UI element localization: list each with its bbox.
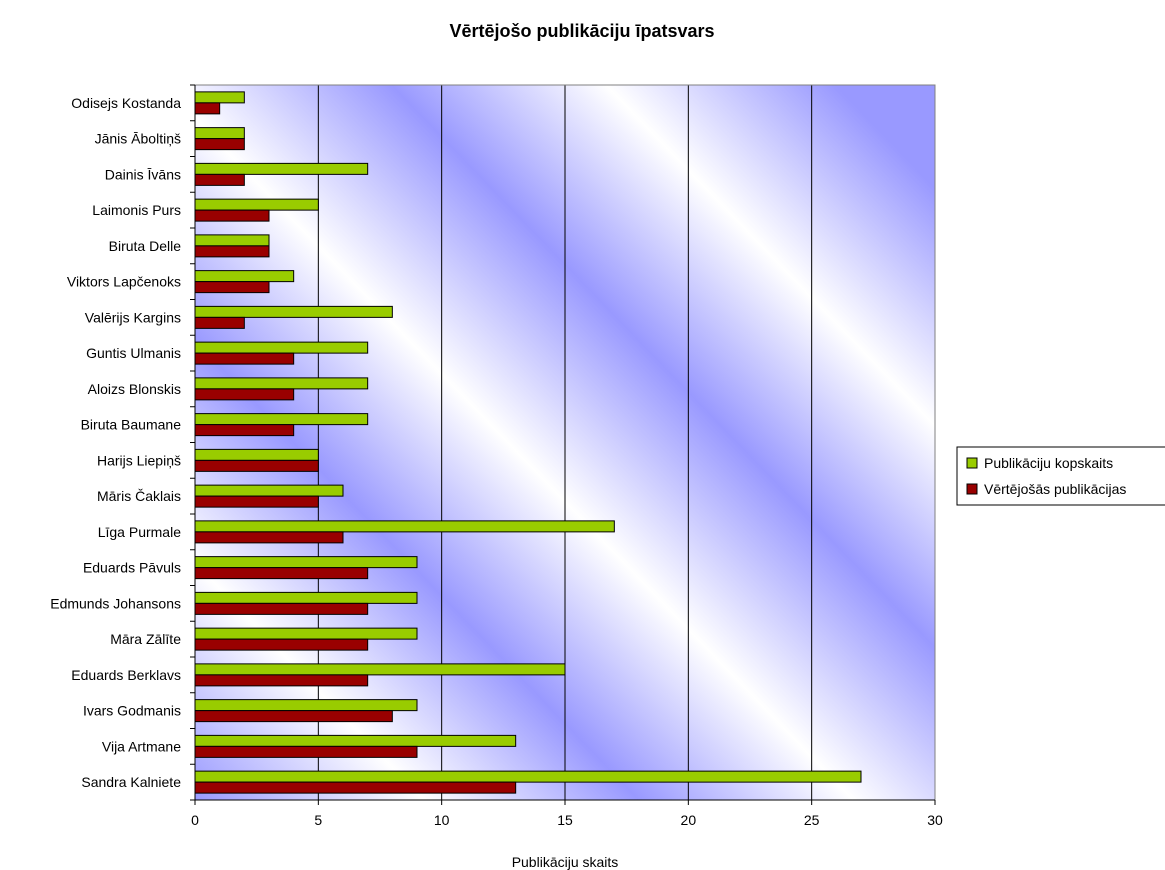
category-label: Māris Čaklais [97,488,181,504]
x-tick-label: 25 [804,812,820,828]
category-label: Ivars Godmanis [83,703,181,719]
category-labels: Odisejs Kostanda Jānis Āboltiņš Dainis Īvā… [50,95,181,790]
bar-evaluative [194,602,369,615]
bar-evaluative [194,781,517,794]
bar-total [194,198,319,211]
bar-evaluative [194,674,369,687]
bar-evaluative [194,388,295,401]
category-label: Biruta Baumane [81,417,182,433]
bar-total [194,91,245,104]
legend: Publikāciju kopskaits Vērtējošās publikā… [956,446,1165,506]
bar-evaluative [194,710,393,723]
category-label: Māra Zālīte [110,631,181,647]
bar-evaluative [194,316,245,329]
x-axis-title: Publikāciju skaits [512,854,619,870]
bar-total [194,448,319,461]
bar-total [194,127,245,140]
category-label: Edmunds Johansons [50,595,181,611]
x-tick-label: 10 [434,812,450,828]
category-label: Valērijs Kargins [85,309,181,325]
bar-evaluative [194,281,270,294]
legend-swatch-total [966,457,978,469]
bar-total [194,591,418,604]
x-ticks: 0 5 10 15 20 25 30 [191,800,943,828]
category-label: Eduards Berklavs [71,667,181,683]
bar-evaluative [194,173,245,186]
x-tick-label: 0 [191,812,199,828]
bar-total [194,270,295,283]
x-tick-label: 5 [314,812,322,828]
category-label: Guntis Ulmanis [86,345,181,361]
bars [194,91,862,794]
bar-total [194,305,393,318]
legend-label-evaluative: Vērtējošās publikācijas [984,481,1126,497]
category-label: Odisejs Kostanda [71,95,181,111]
x-tick-label: 30 [927,812,943,828]
category-label: Jānis Āboltiņš [95,131,181,147]
bar-evaluative [194,424,295,437]
bar-total [194,341,369,354]
bar-evaluative [194,745,418,758]
bar-total [194,627,418,640]
bar-evaluative [194,495,319,508]
category-label: Vija Artmane [102,738,181,754]
category-label: Dainis Īvāns [105,166,181,182]
category-label: Sandra Kalniete [81,774,181,790]
chart-title: Vērtējošo publikāciju īpatsvars [449,21,714,41]
legend-label-total: Publikāciju kopskaits [984,455,1113,471]
bar-evaluative [194,352,295,365]
bar-total [194,556,418,569]
category-label: Eduards Pāvuls [83,560,181,576]
legend-box [956,446,1165,506]
bar-evaluative [194,567,369,580]
legend-swatch-evaluative [966,483,978,495]
category-label: Harijs Liepiņš [97,452,181,468]
bar-total [194,234,270,247]
category-label: Biruta Delle [109,238,182,254]
bar-total [194,413,369,426]
bar-evaluative [194,245,270,258]
category-label: Aloizs Blonskis [88,381,181,397]
bar-total [194,162,369,175]
bar-evaluative [194,638,369,651]
x-tick-label: 15 [557,812,573,828]
bar-total [194,699,418,712]
bar-total [194,770,862,783]
bar-evaluative [194,102,221,115]
y-ticks [190,84,195,801]
bar-evaluative [194,138,245,151]
bar-total [194,484,344,497]
bar-total [194,663,566,676]
category-label: Līga Purmale [98,524,181,540]
bar-total [194,734,517,747]
bar-total [194,377,369,390]
category-label: Viktors Lapčenoks [67,274,181,290]
category-label: Laimonis Purs [92,202,181,218]
bar-evaluative [194,209,270,222]
bar-evaluative [194,531,344,544]
bar-evaluative [194,459,319,472]
bar-total [194,520,615,533]
x-tick-label: 20 [681,812,697,828]
